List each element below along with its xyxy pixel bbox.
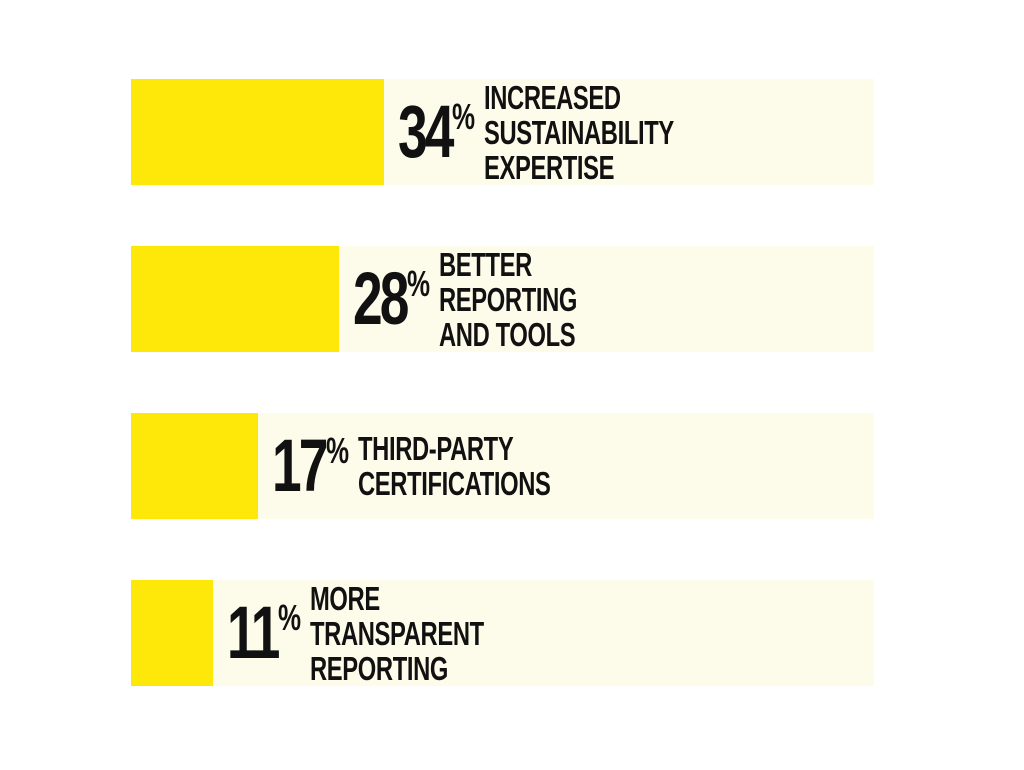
category-label-wrap: BETTER REPORTING AND TOOLS [439, 247, 677, 352]
bar-track: 17% THIRD-PARTY CERTIFICATIONS [131, 413, 874, 519]
percent-sign-wrap: % [452, 79, 476, 135]
percent-sign-wrap: % [278, 580, 302, 636]
value-label: 34 [398, 90, 454, 173]
value-label: 28 [353, 257, 409, 340]
value-label-wrap: 17 [272, 424, 328, 507]
percent-sign-wrap: % [326, 413, 350, 469]
percent-sign: % [452, 96, 476, 137]
bar-label-group: 28% BETTER REPORTING AND TOOLS [353, 246, 677, 352]
category-label: MORE TRANSPARENT REPORTING [310, 579, 484, 687]
bar-fill [131, 246, 339, 352]
category-label-wrap: THIRD-PARTY CERTIFICATIONS [358, 431, 551, 501]
percent-sign: % [407, 263, 431, 304]
percent-sign: % [326, 430, 350, 471]
percent-sign-wrap: % [407, 246, 431, 302]
bar-label-group: 17% THIRD-PARTY CERTIFICATIONS [272, 413, 551, 519]
bar-track: 34% INCREASED SUSTAINABILITY EXPERTISE [131, 79, 874, 185]
value-label-wrap: 34 [398, 90, 454, 173]
category-label: INCREASED SUSTAINABILITY EXPERTISE [484, 78, 674, 186]
value-label-wrap: 28 [353, 257, 409, 340]
category-label: THIRD-PARTY CERTIFICATIONS [358, 430, 551, 502]
percent-sign: % [278, 597, 302, 638]
bar-label-group: 11% MORE TRANSPARENT REPORTING [227, 580, 560, 686]
bar-fill [131, 413, 258, 519]
bar-track: 28% BETTER REPORTING AND TOOLS [131, 246, 874, 352]
value-label: 11 [227, 591, 280, 674]
category-label: BETTER REPORTING AND TOOLS [439, 245, 578, 353]
category-label-wrap: MORE TRANSPARENT REPORTING [310, 581, 560, 686]
bar-fill [131, 79, 384, 185]
category-label-wrap: INCREASED SUSTAINABILITY EXPERTISE [484, 80, 765, 185]
bar-fill [131, 580, 213, 686]
bar-track: 11% MORE TRANSPARENT REPORTING [131, 580, 874, 686]
value-label: 17 [272, 424, 328, 507]
bar-label-group: 34% INCREASED SUSTAINABILITY EXPERTISE [398, 79, 765, 185]
value-label-wrap: 11 [227, 591, 280, 674]
